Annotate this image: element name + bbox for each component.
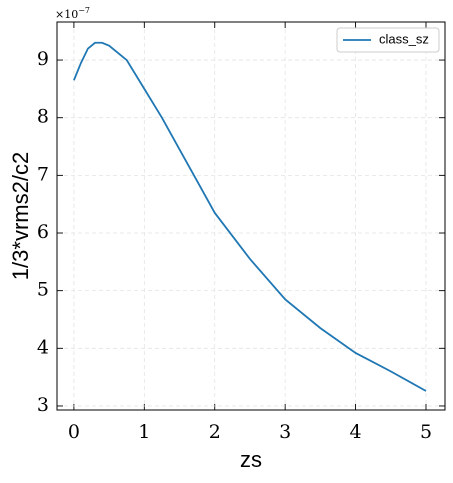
x-tick-label: 4 xyxy=(350,421,362,443)
y-tick-label: 4 xyxy=(37,336,49,358)
y-tick-label: 3 xyxy=(37,394,49,416)
y-tick-label: 5 xyxy=(37,279,49,301)
data-line xyxy=(73,41,427,392)
legend: class_sz xyxy=(336,27,440,53)
offset-exponent: −7 xyxy=(78,6,90,15)
legend-box xyxy=(336,27,440,53)
y-tick-label: 9 xyxy=(37,48,49,70)
x-tick-label: 1 xyxy=(138,421,150,443)
x-tick-label: 3 xyxy=(279,421,291,443)
y-axis-label: 1/3*vrms2/c2 xyxy=(8,152,33,280)
y-tick-label: 7 xyxy=(37,163,49,185)
x-tick-label: 0 xyxy=(68,421,80,443)
x-tick-label: 5 xyxy=(420,421,432,443)
x-tick-label: 2 xyxy=(209,421,221,443)
offset-base: ×10 xyxy=(55,8,78,21)
x-axis-label: zs xyxy=(240,447,262,472)
offset-label: ×10−7 xyxy=(55,6,90,21)
y-tick-label: 6 xyxy=(37,221,49,243)
legend-label: class_sz xyxy=(379,31,429,46)
plot-frame xyxy=(56,21,446,411)
y-tick-label: 8 xyxy=(37,106,49,128)
